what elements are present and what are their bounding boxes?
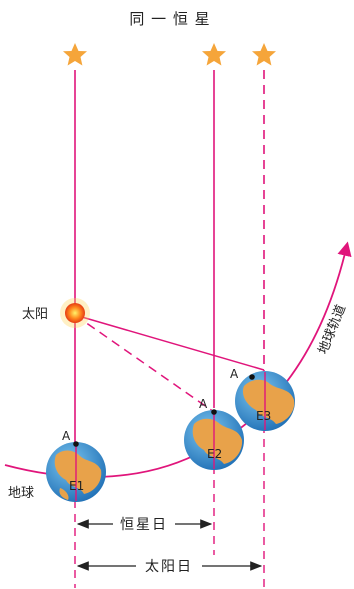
sun-ray-dashed	[74, 314, 215, 413]
earth-e3-icon	[235, 371, 295, 431]
sun-label: 太阳	[22, 307, 48, 322]
sun-icon	[60, 298, 90, 328]
sun-ray-solid	[74, 314, 265, 371]
point-a-label-1: A	[62, 429, 71, 443]
star-icon-3	[252, 43, 276, 66]
earth-e2-icon	[184, 409, 244, 470]
earth-label: 地球	[8, 486, 34, 501]
earth-e1-label: E1	[69, 479, 84, 493]
point-a-label-2: A	[199, 397, 208, 411]
earth-e1-icon	[46, 441, 106, 502]
star-icon-2	[202, 43, 226, 66]
solar-day-label: 太阳日	[145, 559, 193, 575]
star-icon-1	[63, 43, 87, 66]
sidereal-day-label: 恒星日	[120, 517, 168, 533]
title-text: 同 一 恒 星	[129, 10, 210, 28]
earth-e2-label: E2	[207, 447, 222, 461]
earth-e3-label: E3	[256, 409, 271, 423]
point-a-label-3: A	[230, 367, 239, 381]
orbit-label: 地球轨道	[316, 303, 349, 357]
earth-orbit	[4, 241, 352, 478]
